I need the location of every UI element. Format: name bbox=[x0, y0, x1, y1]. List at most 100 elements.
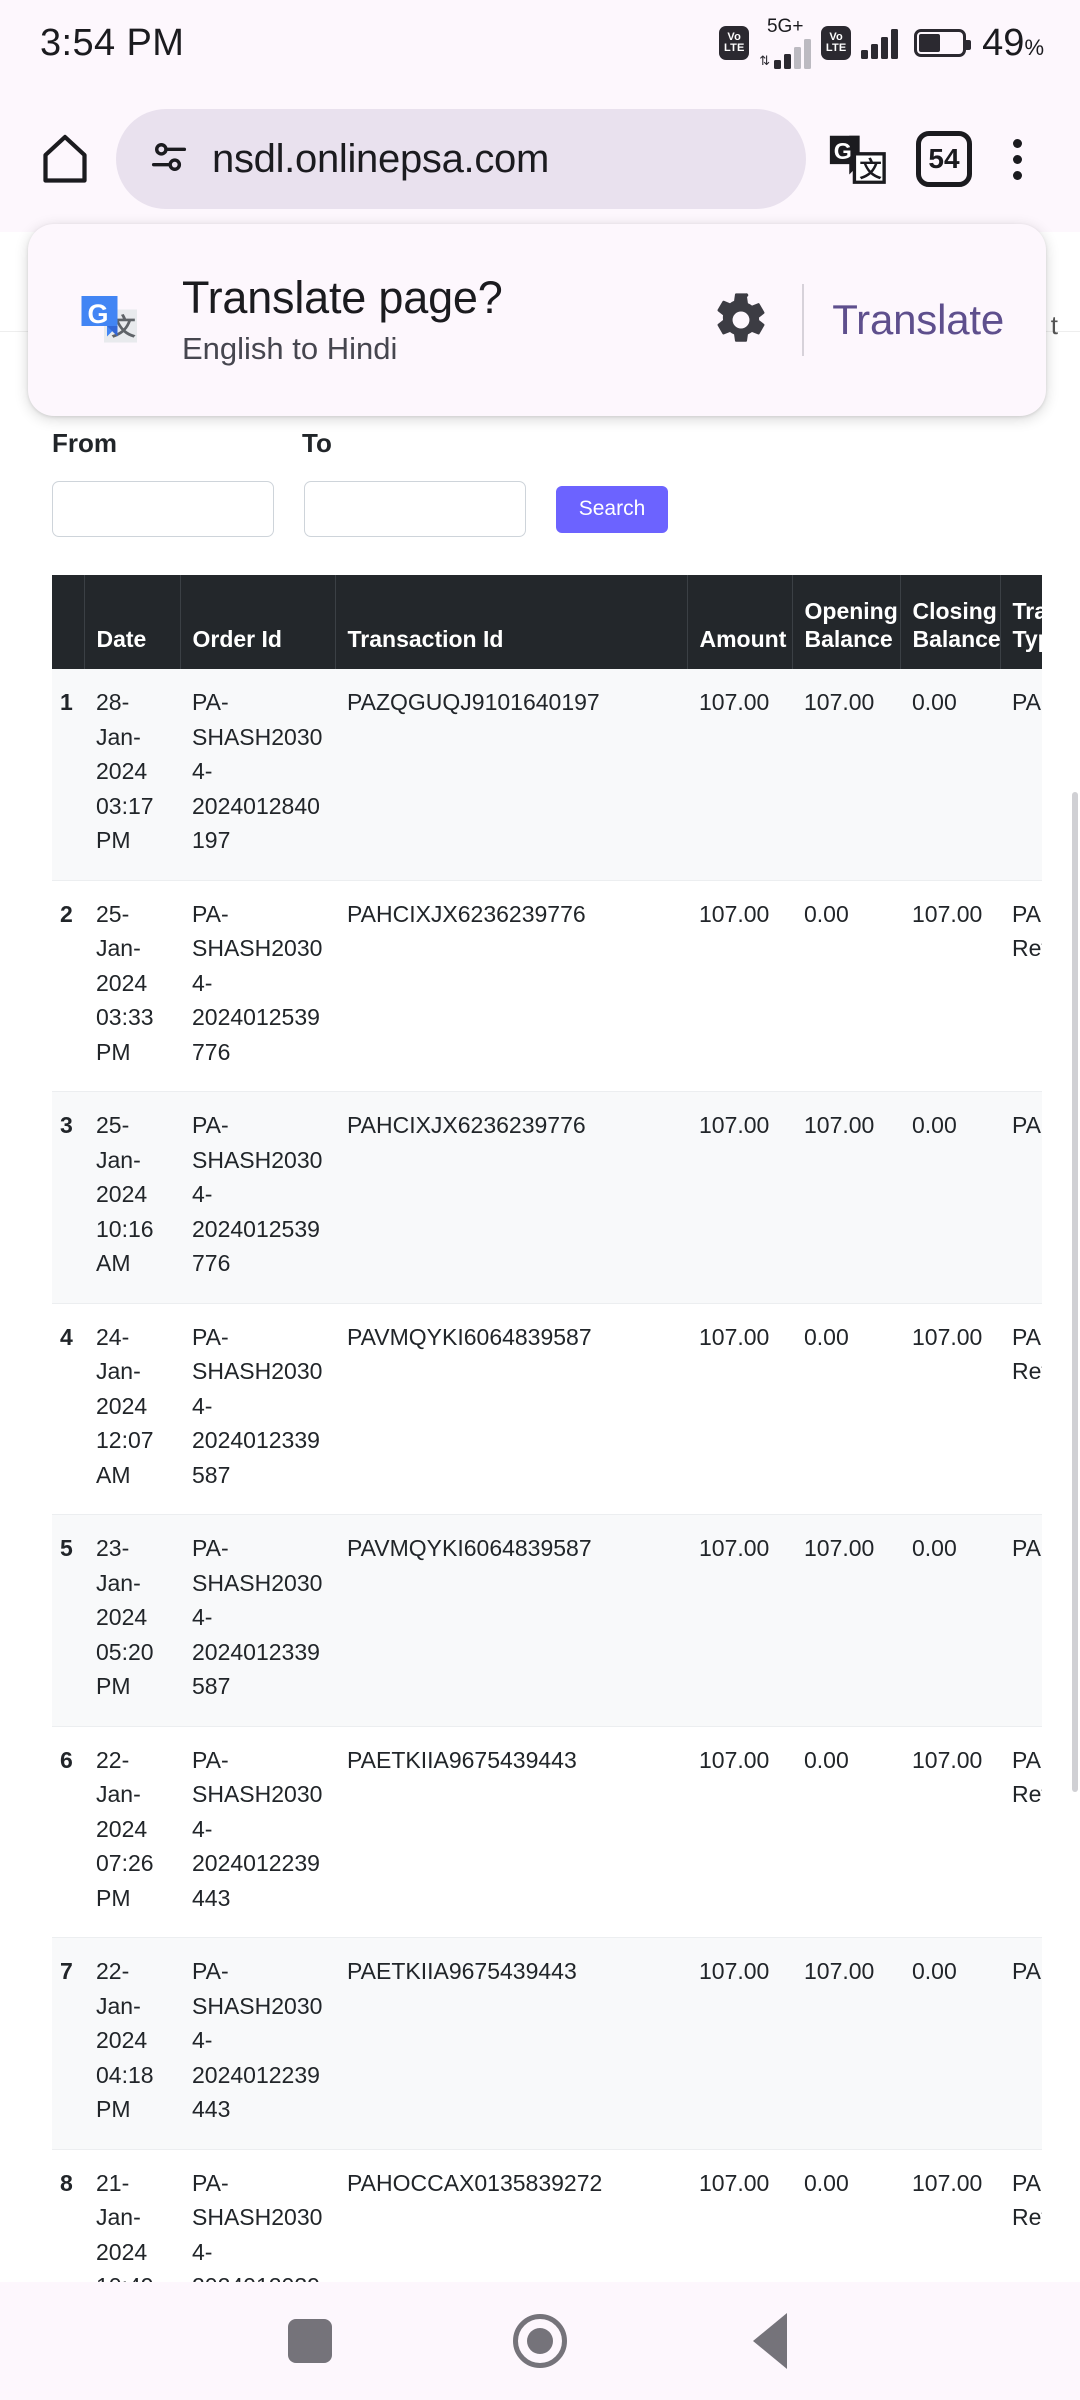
search-button[interactable]: Search bbox=[556, 485, 668, 533]
table-row: 2 25-Jan-2024 03:33 PM PA-SHASH20304-20240… bbox=[52, 880, 1042, 1093]
cell-order-id: PA-SHASH20304-2024012039272 bbox=[180, 2149, 335, 2282]
cell-date: 22-Jan-2024 04:18 PM bbox=[84, 1937, 180, 2150]
cell-index: 2 bbox=[52, 880, 84, 1093]
recents-square-icon bbox=[288, 2319, 332, 2363]
cell-closing-balance: 107.00 bbox=[900, 1726, 1000, 1939]
browser-toolbar: nsdl.onlinepsa.com G 文 54 bbox=[0, 86, 1080, 232]
transaction-table-header-row: Date Order Id Transaction Id Amount Open… bbox=[52, 575, 1042, 670]
volte-sim2-icon: Vo LTE bbox=[821, 26, 852, 60]
cell-order-id: PA-SHASH20304-2024012339587 bbox=[180, 1514, 335, 1727]
table-row: 821-Jan-2024 10:49 AMPA-SHASH20304-20240… bbox=[52, 2149, 1042, 2282]
cell-closing-balance: 0.00 bbox=[900, 669, 1000, 881]
col-header-index[interactable] bbox=[52, 575, 85, 670]
cell-opening-balance: 107.00 bbox=[792, 1514, 900, 1727]
cell-opening-balance: 0.00 bbox=[792, 2149, 900, 2282]
battery-percent-value: 49 bbox=[982, 21, 1025, 64]
site-settings-icon[interactable] bbox=[146, 134, 192, 185]
cell-transaction-type: PAN Debit Refund bbox=[1000, 880, 1042, 1093]
transaction-table-container: Date Order Id Transaction Id Amount Open… bbox=[52, 575, 1042, 2282]
volte-sim1-icon: Vo LTE bbox=[719, 26, 750, 60]
cell-amount: 107.00 bbox=[687, 1514, 792, 1727]
status-bar: 3:54 PM Vo LTE 5G+ ⇅ Vo LTE 49% bbox=[0, 0, 1080, 86]
search-field-row: Search bbox=[0, 481, 1080, 537]
cell-index: 6 bbox=[52, 1726, 84, 1939]
omnibox[interactable]: nsdl.onlinepsa.com bbox=[116, 109, 806, 209]
cell-transaction-type: PAN Debit bbox=[1000, 1937, 1042, 2150]
svg-text:G: G bbox=[834, 138, 852, 164]
cell-transaction-id: PAVMQYKI6064839587 bbox=[335, 1303, 687, 1516]
cell-transaction-type: PAN Debit bbox=[1000, 669, 1042, 881]
cell-transaction-type: PAN Debit Refund bbox=[1000, 2149, 1042, 2282]
from-date-input[interactable] bbox=[52, 481, 274, 537]
cell-amount: 107.00 bbox=[687, 1303, 792, 1516]
col-header-closing-balance[interactable]: Closing Balance bbox=[900, 575, 1001, 670]
transaction-table-head: Date Order Id Transaction Id Amount Open… bbox=[52, 575, 1042, 670]
col-header-transaction-type[interactable]: Transation Type bbox=[1000, 575, 1042, 670]
cell-closing-balance: 0.00 bbox=[900, 1937, 1000, 2150]
cell-closing-balance: 0.00 bbox=[900, 1091, 1000, 1304]
to-date-input[interactable] bbox=[304, 481, 526, 537]
cell-date: 25-Jan-2024 10:16 AM bbox=[84, 1091, 180, 1304]
cell-closing-balance: 107.00 bbox=[900, 1303, 1000, 1516]
cell-date: 21-Jan-2024 10:49 AM bbox=[84, 2149, 180, 2282]
col-header-order-id[interactable]: Order Id bbox=[180, 575, 336, 670]
table-row: 4 24-Jan-2024 12:07 AM PA-SHASH20304-20240… bbox=[52, 1303, 1042, 1516]
cell-index: 8 bbox=[52, 2149, 84, 2282]
col-header-date[interactable]: Date bbox=[84, 575, 181, 670]
google-translate-icon[interactable]: G 文 bbox=[814, 128, 900, 190]
nav-recents-button[interactable] bbox=[195, 2319, 425, 2363]
svg-text:文: 文 bbox=[860, 157, 882, 182]
to-date-label: To bbox=[302, 428, 332, 458]
cell-index: 5 bbox=[52, 1514, 84, 1727]
google-translate-icon: 文 G bbox=[74, 284, 146, 356]
cell-date: 28-Jan-2024 03:17 PM bbox=[84, 669, 180, 881]
data-transfer-arrows-icon: ⇅ bbox=[759, 53, 771, 68]
gear-icon[interactable] bbox=[702, 291, 780, 349]
cell-index: 1 bbox=[52, 669, 84, 881]
cell-order-id: PA-SHASH20304-2024012539776 bbox=[180, 1091, 335, 1304]
table-row: 7 22-Jan-2024 04:18 PM PA-SHASH20304-20240… bbox=[52, 1937, 1042, 2150]
three-dot-menu-icon[interactable] bbox=[982, 121, 1052, 197]
table-row: 6 22-Jan-2024 07:26 PM PA-SHASH20304-20240… bbox=[52, 1726, 1042, 1939]
omnibox-url-text: nsdl.onlinepsa.com bbox=[212, 136, 550, 181]
translate-button[interactable]: Translate bbox=[832, 296, 1004, 343]
translate-dialog-title: Translate page? bbox=[182, 271, 503, 323]
transaction-table-body: 1 28-Jan-2024 03:17 PM PA-SHASH20304-20240… bbox=[52, 669, 1042, 2282]
from-date-label: From bbox=[52, 428, 117, 458]
table-row: 5 23-Jan-2024 05:20 PM PA-SHASH20304-20240… bbox=[52, 1514, 1042, 1727]
cell-opening-balance: 0.00 bbox=[792, 1303, 900, 1516]
col-header-opening-balance[interactable]: Opening Balance bbox=[792, 575, 901, 670]
cell-index: 7 bbox=[52, 1937, 84, 2150]
table-row: 3 25-Jan-2024 10:16 AM PA-SHASH20304-20240… bbox=[52, 1091, 1042, 1304]
col-header-transaction-id[interactable]: Transaction Id bbox=[335, 575, 688, 670]
cell-amount: 107.00 bbox=[687, 880, 792, 1093]
tab-count-label: 54 bbox=[916, 131, 972, 187]
cell-index: 3 bbox=[52, 1091, 84, 1304]
nav-back-button[interactable] bbox=[655, 2313, 885, 2369]
home-icon[interactable] bbox=[28, 122, 102, 196]
page-scrollbar[interactable] bbox=[1072, 792, 1078, 1792]
cell-transaction-id: PAETKIIA9675439443 bbox=[335, 1726, 687, 1939]
col-header-amount[interactable]: Amount bbox=[687, 575, 793, 670]
cell-index: 4 bbox=[52, 1303, 84, 1516]
cell-order-id: PA-SHASH20304-2024012840197 bbox=[180, 669, 335, 881]
battery-icon bbox=[914, 29, 972, 57]
cell-order-id: PA-SHASH20304-2024012239443 bbox=[180, 1937, 335, 2150]
cell-closing-balance: 107.00 bbox=[900, 2149, 1000, 2282]
table-row: 1 28-Jan-2024 03:17 PM PA-SHASH20304-20240… bbox=[52, 669, 1042, 881]
cell-order-id: PA-SHASH20304-2024012539776 bbox=[180, 880, 335, 1093]
cell-transaction-id: PAZQGUQJ9101640197 bbox=[335, 669, 687, 881]
cell-date: 23-Jan-2024 05:20 PM bbox=[84, 1514, 180, 1727]
cell-amount: 107.00 bbox=[687, 1091, 792, 1304]
svg-text:G: G bbox=[88, 299, 109, 329]
cell-transaction-type: PAN Debit Refund bbox=[1000, 1726, 1042, 1939]
battery-percent-label: 49% bbox=[982, 22, 1044, 65]
cell-transaction-type: PAN Debit bbox=[1000, 1091, 1042, 1304]
web-page-content: W t From To Search Date Order Id Transac… bbox=[0, 232, 1080, 2282]
cell-opening-balance: 0.00 bbox=[792, 1726, 900, 1939]
back-triangle-icon bbox=[753, 2313, 787, 2369]
nav-home-button[interactable] bbox=[425, 2314, 655, 2368]
cell-date: 25-Jan-2024 03:33 PM bbox=[84, 880, 180, 1093]
cell-date: 22-Jan-2024 07:26 PM bbox=[84, 1726, 180, 1939]
tab-counter-button[interactable]: 54 bbox=[906, 121, 982, 197]
